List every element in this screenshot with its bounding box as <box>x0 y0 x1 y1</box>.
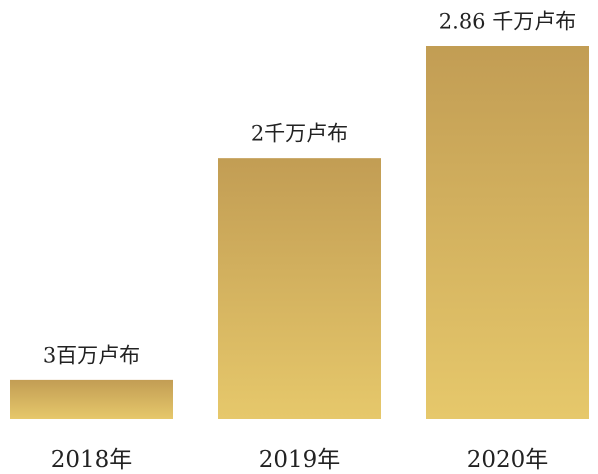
bar <box>426 46 589 419</box>
bar <box>10 379 173 419</box>
value-label: 2千万卢布 <box>251 122 348 146</box>
x-tick-label: 2020年 <box>467 447 549 473</box>
value-label: 2.86 千万卢布 <box>439 10 576 34</box>
bar <box>218 158 381 420</box>
x-tick-label: 2019年 <box>259 447 341 473</box>
x-tick-label: 2018年 <box>51 447 133 473</box>
value-label: 3百万卢布 <box>43 343 140 367</box>
